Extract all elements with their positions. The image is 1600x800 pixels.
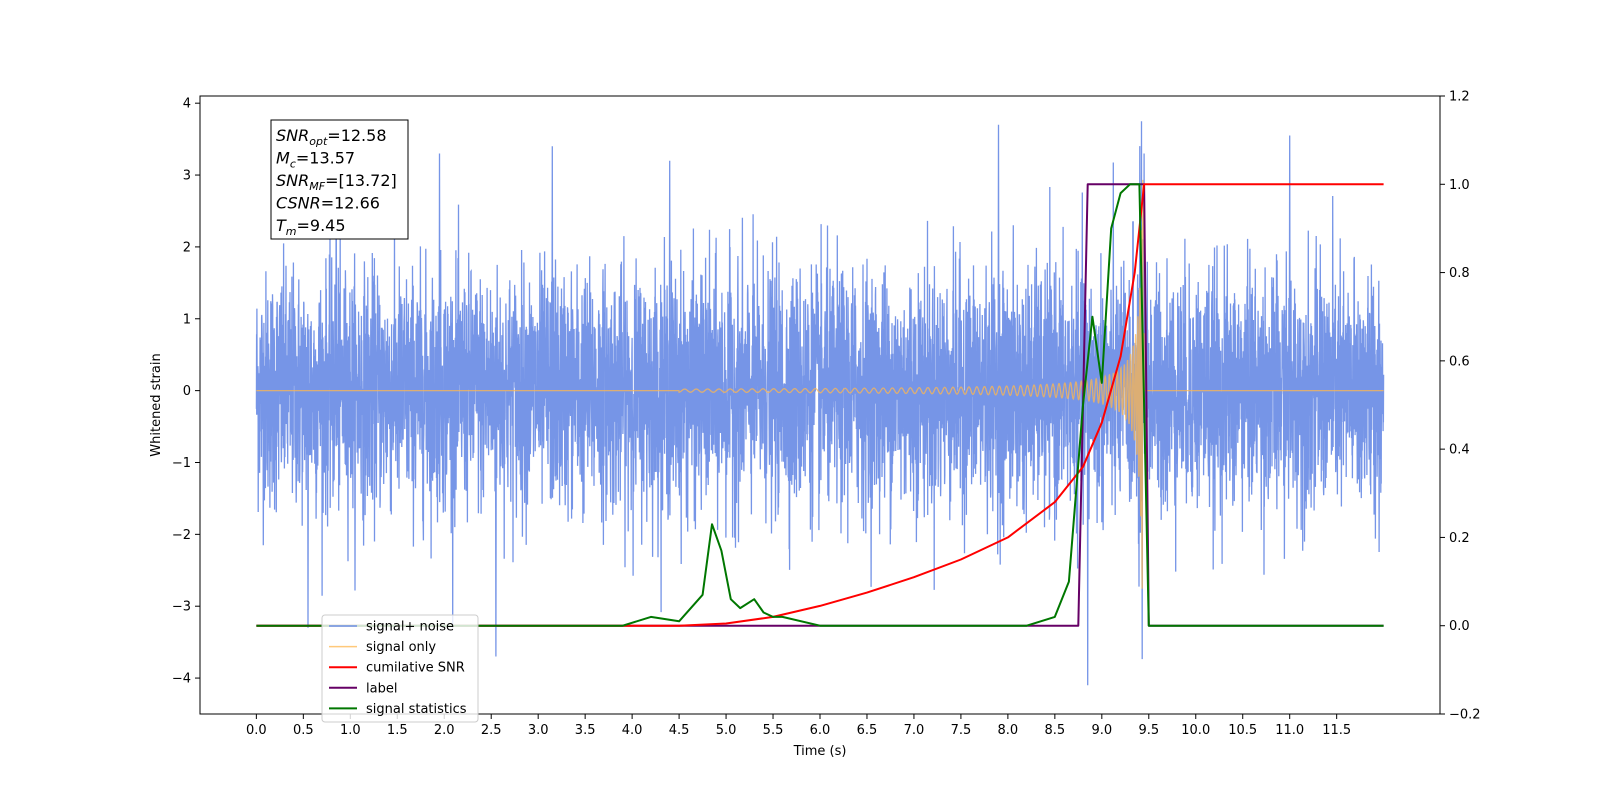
x-tick-label: 3.5 (575, 723, 596, 738)
x-axis-label: Time (s) (793, 744, 847, 759)
x-tick-label: 0.5 (293, 723, 314, 738)
annotation-line: Mc=13.57 (276, 149, 355, 171)
y2-tick-label: 0.0 (1449, 619, 1470, 634)
legend-frame (321, 614, 479, 723)
x-tick-label: 6.5 (857, 723, 878, 738)
x-tick-label: 9.5 (1138, 723, 1159, 738)
series-layer (255, 121, 1385, 686)
legend-label: cumilative SNR (366, 661, 465, 676)
y-tick-label: −2 (172, 528, 191, 543)
x-tick-label: 10.5 (1228, 723, 1257, 738)
y2-tick-label: −0.2 (1449, 708, 1481, 723)
x-tick-label: 3.0 (528, 723, 549, 738)
x-tick-label: 6.0 (810, 723, 831, 738)
series-signal-statistics-line (256, 183, 1384, 627)
x-tick-label: 9.0 (1091, 723, 1112, 738)
annotation-line: SNRopt=12.58 (276, 126, 387, 148)
x-tick-label: 5.0 (716, 723, 737, 738)
y2-tick-label: 0.6 (1449, 354, 1470, 369)
y2-tick-label: 1.2 (1449, 90, 1470, 105)
y-tick-label: 2 (183, 240, 191, 255)
y-tick-label: −1 (172, 456, 191, 471)
x-tick-label: 2.5 (481, 723, 502, 738)
x-tick-label: 4.0 (622, 723, 643, 738)
y2-tick-label: 0.2 (1449, 531, 1470, 546)
y-tick-label: −4 (172, 672, 191, 687)
y-tick-label: 4 (183, 97, 191, 112)
y-tick-label: −3 (172, 600, 191, 615)
annotation-line: Tm=9.45 (276, 216, 346, 238)
annotation-frame (270, 119, 409, 240)
legend-label: signal statistics (366, 702, 467, 717)
y-axis-right: 1.2 1.0 0.8 0.6 0.4 0.2 0.0 −0.2 (1440, 90, 1481, 723)
x-tick-label: 4.5 (669, 723, 690, 738)
legend-label: label (366, 681, 397, 696)
y2-tick-label: 1.0 (1449, 178, 1470, 193)
annotation-line: SNRMF=[13.72] (276, 171, 397, 193)
y2-tick-label: 0.8 (1449, 266, 1470, 281)
x-tick-label: 10.0 (1181, 723, 1210, 738)
legend: signal+ noise signal only cumilative SNR la… (321, 614, 479, 723)
y-tick-label: 0 (183, 384, 191, 399)
x-tick-label: 11.5 (1322, 723, 1351, 738)
x-tick-label: 7.5 (951, 723, 972, 738)
legend-label: signal only (366, 640, 436, 655)
annotation-line: CSNR=12.66 (276, 194, 380, 213)
y-tick-label: 1 (183, 312, 191, 327)
x-tick-label: 2.0 (434, 723, 455, 738)
y-tick-label: 3 (183, 169, 191, 184)
y-axis-label: Whitened strain (149, 353, 164, 456)
x-tick-label: 1.0 (340, 723, 361, 738)
y-axis-left: 4 3 2 1 0 −1 −2 −3 −4 (172, 97, 200, 687)
x-tick-label: 7.0 (904, 723, 925, 738)
y2-tick-label: 0.4 (1449, 443, 1470, 458)
series-cumulative-snr-line (256, 183, 1384, 627)
x-tick-label: 8.5 (1045, 723, 1066, 738)
x-tick-label: 8.0 (998, 723, 1019, 738)
series-signal-only-line (256, 179, 1384, 589)
x-tick-label: 0.0 (246, 723, 267, 738)
metrics-annotation-box: SNRopt=12.58Mc=13.57SNRMF=[13.72]CSNR=12… (270, 119, 409, 240)
legend-label: signal+ noise (366, 620, 454, 635)
x-tick-label: 5.5 (763, 723, 784, 738)
x-tick-label: 1.5 (387, 723, 408, 738)
x-axis: 0.0 0.5 1.0 1.5 2.0 2.5 3.0 3.5 4.0 4.5 5.0 5.5 6.0 6… (246, 714, 1351, 738)
x-tick-label: 11.0 (1275, 723, 1304, 738)
